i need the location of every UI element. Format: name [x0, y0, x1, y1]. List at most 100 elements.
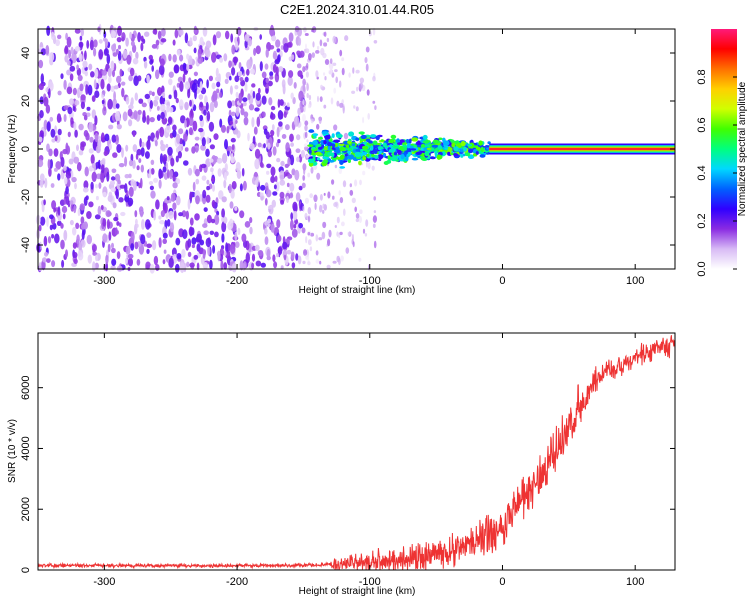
heatmap-cell: [113, 85, 119, 90]
heatmap-cell: [155, 264, 160, 271]
heatmap-cell: [444, 147, 449, 150]
spectrogram-x-axis-label: Height of straight line (km): [299, 285, 416, 296]
heatmap-cell: [116, 75, 122, 84]
heatmap-cell: [489, 148, 675, 150]
heatmap-cell: [327, 141, 333, 147]
heatmap-cell: [240, 107, 245, 116]
heatmap-cell: [334, 69, 338, 73]
heatmap-cell: [121, 147, 124, 158]
heatmap-cell: [203, 230, 209, 235]
heatmap-cell: [189, 37, 193, 47]
heatmap-cell: [406, 142, 411, 149]
heatmap-cell: [460, 155, 464, 158]
heatmap-cell: [327, 152, 334, 157]
heatmap-cell: [79, 83, 84, 92]
heatmap-cell: [315, 234, 319, 242]
heatmap-cell: [103, 48, 109, 56]
heatmap-cell: [178, 29, 184, 36]
heatmap-cell: [315, 259, 320, 264]
heatmap-cell: [308, 149, 312, 154]
heatmap-cell: [366, 153, 370, 157]
heatmap-cell: [296, 63, 302, 69]
heatmap-cell: [318, 159, 323, 162]
heatmap-cell: [368, 31, 372, 37]
heatmap-cell: [125, 144, 129, 152]
heatmap-cell: [151, 65, 154, 72]
heatmap-cell: [124, 258, 128, 264]
heatmap-cell: [168, 94, 172, 100]
heatmap-cell: [303, 26, 307, 33]
heatmap-cell: [270, 166, 276, 177]
heatmap-cell: [44, 251, 49, 257]
heatmap-cell: [223, 179, 227, 189]
heatmap-cell: [172, 202, 177, 211]
heatmap-cell: [304, 124, 308, 132]
heatmap-cell: [331, 179, 335, 185]
heatmap-cell: [475, 151, 479, 155]
heatmap-cell: [242, 261, 247, 270]
heatmap-cell: [429, 156, 436, 160]
heatmap-cell: [310, 166, 314, 174]
heatmap-cell: [65, 249, 68, 258]
heatmap-cell: [106, 219, 110, 230]
snr-x-tick-label: 100: [626, 576, 644, 588]
heatmap-cell: [199, 114, 204, 122]
heatmap-cell: [269, 27, 275, 37]
heatmap-cell: [101, 164, 105, 174]
heatmap-cell: [280, 160, 285, 167]
heatmap-cell: [229, 85, 233, 95]
heatmap-cell: [342, 105, 345, 114]
heatmap-cell: [176, 253, 182, 260]
heatmap-cell: [302, 113, 306, 122]
heatmap-cell: [189, 99, 192, 107]
heatmap-cell: [166, 219, 171, 227]
heatmap-cell: [132, 57, 139, 65]
heatmap-cell: [305, 236, 308, 244]
heatmap-cell: [269, 45, 275, 50]
heatmap-cell: [217, 168, 222, 177]
heatmap-cell: [354, 179, 358, 187]
heatmap-cell: [37, 159, 44, 168]
heatmap-cell: [243, 111, 249, 118]
heatmap-cell: [332, 35, 337, 44]
heatmap-cell: [191, 237, 197, 245]
heatmap-cell: [195, 147, 199, 153]
heatmap-cell: [279, 179, 286, 186]
heatmap-cell: [279, 170, 285, 182]
heatmap-cell: [107, 67, 112, 77]
heatmap-cell: [390, 156, 398, 162]
heatmap-cell: [168, 53, 172, 62]
heatmap-cell: [54, 233, 60, 244]
heatmap-cell: [45, 45, 50, 55]
spectrogram-y-tick-label: 20: [20, 95, 32, 107]
heatmap-cell: [134, 92, 138, 101]
heatmap-cell: [244, 76, 249, 83]
heatmap-cell: [245, 252, 250, 264]
heatmap-cell: [145, 219, 151, 230]
heatmap-cell: [121, 32, 126, 41]
heatmap-cell: [266, 163, 272, 169]
heatmap-cell: [382, 152, 387, 158]
heatmap-cell: [269, 113, 276, 120]
heatmap-cell: [230, 189, 235, 199]
heatmap-cell: [251, 117, 255, 128]
heatmap-cell: [310, 232, 315, 237]
heatmap-cell: [302, 83, 306, 92]
heatmap-cell: [184, 101, 189, 111]
heatmap-cell: [297, 70, 303, 77]
heatmap-cell: [84, 166, 89, 177]
heatmap-cell: [206, 136, 210, 145]
heatmap-cell: [265, 88, 269, 94]
heatmap-cell: [390, 134, 397, 139]
heatmap-cell: [133, 180, 137, 192]
heatmap-cell: [251, 83, 256, 88]
heatmap-cell: [307, 207, 312, 215]
heatmap-cell: [213, 133, 219, 141]
heatmap-cell: [304, 33, 309, 36]
heatmap-cell: [138, 98, 144, 104]
heatmap-cell: [290, 251, 295, 260]
heatmap-cell: [173, 210, 177, 221]
heatmap-cell: [159, 58, 165, 67]
heatmap-cell: [97, 139, 102, 150]
heatmap-cell: [83, 114, 88, 121]
